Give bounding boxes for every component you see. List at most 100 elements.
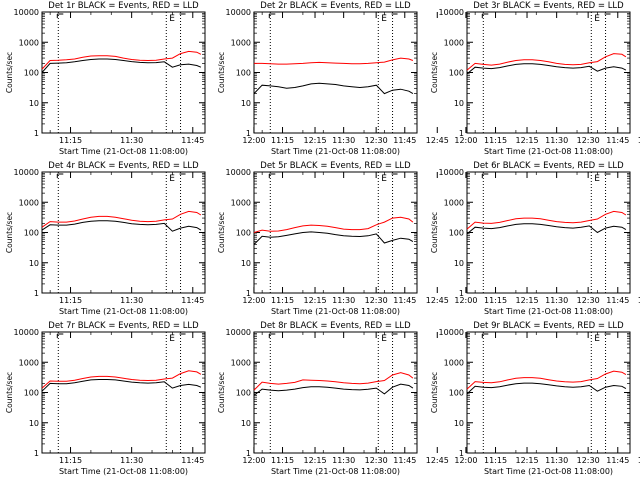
y-tick-label: 1000 [19,358,39,367]
y-tick-label: 1 [246,289,251,298]
x-tick-label: 11:15 [484,296,507,305]
series-line-lld [466,53,627,71]
x-tick-label: 11:45 [181,456,204,465]
event-annotation: E [381,334,387,344]
y-tick-label: 10000 [14,168,39,177]
y-tick-label: 100 [236,389,251,398]
x-axis-label: Start Time (21-Oct-08 11:08:00) [59,307,188,316]
x-tick-label: 12:30 [365,296,388,305]
y-tick-label: 1000 [19,198,39,207]
y-axis-label: Counts/sec [5,372,14,413]
y-tick-label: 100 [24,229,39,238]
y-tick-label: 1 [246,129,251,138]
x-tick-label: 12:15 [515,456,538,465]
chart-panel-5: Det 5r BLACK = Events, RED = LLD Counts/s… [217,161,640,316]
marker-bracket [56,173,64,178]
y-axis-label: Counts/sec [430,52,439,93]
y-axis-label: Counts/sec [5,52,14,93]
x-axis-label: Start Time (21-Oct-08 11:08:00) [59,467,188,476]
event-annotation: E [594,14,600,24]
y-tick-label: 1000 [444,38,464,47]
y-axis-label: Counts/sec [5,212,14,253]
y-axis-label: Counts/sec [217,52,226,93]
y-tick-label: 1 [459,129,464,138]
x-tick-label: 12:15 [303,136,326,145]
y-tick-label: 10 [454,99,464,108]
marker-bracket [481,173,489,178]
x-tick-label: 11:15 [59,456,82,465]
x-tick-label: 11:30 [120,456,143,465]
event-annotation: E [594,334,600,344]
y-tick-label: 10 [29,99,39,108]
event-annotation: E [381,174,387,184]
chart-panel-7: Det 7r BLACK = Events, RED = LLD Counts/s… [5,321,449,476]
y-tick-label: 100 [449,69,464,78]
series-line-events [466,382,627,395]
y-tick-label: 10000 [226,328,251,337]
x-tick-label: 11:30 [545,456,568,465]
x-tick-label: 12:45 [426,296,449,305]
y-tick-label: 1 [34,449,39,458]
chart-panel-8: Det 8r BLACK = Events, RED = LLD Counts/s… [217,321,640,476]
y-tick-label: 10000 [226,8,251,17]
y-tick-label: 10 [29,419,39,428]
x-tick-label: 11:30 [545,136,568,145]
x-tick-label: 11:30 [120,136,143,145]
series-line-events [253,82,414,95]
x-tick-label: 12:30 [365,136,388,145]
x-tick-label: 12:15 [515,136,538,145]
x-tick-label: 11:45 [393,456,416,465]
series-line-events [253,383,414,396]
y-tick-label: 1000 [231,38,251,47]
y-tick-label: 10000 [439,168,464,177]
x-tick-label: 11:30 [332,456,355,465]
y-tick-label: 1000 [19,38,39,47]
y-axis-label: Counts/sec [430,212,439,253]
x-tick-label: 11:30 [332,136,355,145]
x-tick-label: 12:00 [454,456,477,465]
chart-title: Det 3r BLACK = Events, RED = LLD [473,1,624,11]
x-tick-label: 11:15 [271,456,294,465]
y-tick-label: 1 [34,289,39,298]
chart-panel-3: Det 3r BLACK = Events, RED = LLD Counts/s… [430,1,631,156]
y-tick-label: 100 [236,69,251,78]
x-tick-label: 11:15 [484,456,507,465]
series-line-events [41,379,202,392]
event-annotation: E [169,334,175,344]
series-line-lld [41,210,202,228]
y-tick-label: 1 [34,129,39,138]
x-tick-label: 12:45 [638,136,640,145]
y-tick-label: 10000 [439,8,464,17]
x-axis-label: Start Time (21-Oct-08 11:08:00) [271,307,400,316]
y-tick-label: 1000 [231,198,251,207]
y-axis-label: Counts/sec [217,372,226,413]
x-tick-label: 12:15 [303,296,326,305]
chart-title: Det 4r BLACK = Events, RED = LLD [48,161,199,171]
x-tick-label: 11:45 [181,136,204,145]
chart-title: Det 5r BLACK = Events, RED = LLD [260,161,411,171]
x-tick-label: 11:15 [59,296,82,305]
y-tick-label: 1 [459,449,464,458]
x-tick-label: 12:30 [365,456,388,465]
y-tick-label: 10000 [439,328,464,337]
x-tick-label: 11:30 [332,296,355,305]
x-tick-label: 11:30 [545,296,568,305]
y-tick-label: 10 [454,419,464,428]
chart-panel-6: Det 6r BLACK = Events, RED = LLD Counts/s… [430,161,631,316]
chart-title: Det 8r BLACK = Events, RED = LLD [260,321,411,331]
marker-bracket [481,333,489,338]
x-tick-label: 11:45 [606,296,629,305]
series-line-events [466,63,627,75]
marker-bracket [56,333,64,338]
x-axis-label: Start Time (21-Oct-08 11:08:00) [271,147,400,156]
chart-panel-4: Det 4r BLACK = Events, RED = LLD Counts/s… [5,161,449,316]
x-tick-label: 12:00 [242,136,265,145]
x-tick-label: 11:45 [393,136,416,145]
chart-panel-9: Det 9r BLACK = Events, RED = LLD Counts/s… [430,321,631,476]
event-annotation: E [169,174,175,184]
chart-title: Det 2r BLACK = Events, RED = LLD [260,1,411,11]
chart-title: Det 1r BLACK = Events, RED = LLD [48,1,199,11]
x-tick-label: 11:45 [393,296,416,305]
x-tick-label: 12:15 [303,456,326,465]
